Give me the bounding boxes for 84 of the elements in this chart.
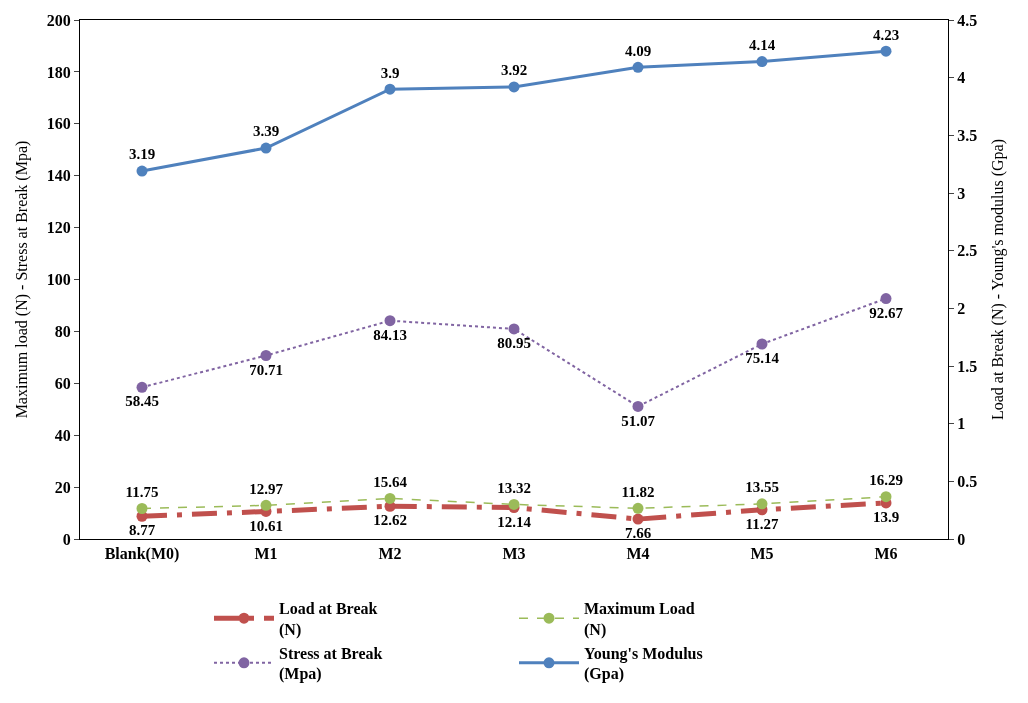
data-label: 8.77 bbox=[128, 522, 156, 539]
y-tick-label: 40 bbox=[54, 426, 71, 444]
x-tick-label: M1 bbox=[254, 545, 278, 563]
data-label: 13.32 bbox=[497, 479, 531, 496]
y2-tick-label: 3 bbox=[957, 184, 966, 202]
point bbox=[756, 338, 768, 350]
point bbox=[508, 498, 520, 510]
y-tick-label: 160 bbox=[46, 115, 71, 133]
data-label: 4.23 bbox=[872, 26, 900, 43]
data-label: 12.62 bbox=[373, 512, 407, 529]
data-label: 16.29 bbox=[869, 472, 903, 489]
y-tick-label: 180 bbox=[46, 63, 71, 81]
point bbox=[508, 323, 520, 335]
point bbox=[880, 293, 892, 305]
data-label: 80.95 bbox=[497, 335, 531, 352]
y2-tick-label: 3.5 bbox=[957, 126, 978, 144]
y-tick-label: 20 bbox=[54, 478, 71, 496]
data-label: 15.64 bbox=[373, 473, 408, 490]
data-label: 10.61 bbox=[249, 517, 283, 534]
data-label: 3.39 bbox=[252, 123, 280, 140]
y2-tick-label: 1.5 bbox=[957, 357, 978, 375]
x-tick-label: M6 bbox=[874, 545, 898, 563]
y-axis-title: Maximum load (N) - Stress at Break (Mpa) bbox=[12, 140, 31, 419]
data-label: 13.9 bbox=[872, 509, 900, 526]
point bbox=[136, 165, 148, 177]
y2-tick-label: 0 bbox=[957, 530, 966, 548]
point bbox=[384, 492, 396, 504]
legend-label: Young's Modulus (Gpa) bbox=[584, 644, 703, 684]
y2-axis-title: Load at Break (N) - Young's modulus (Gpa) bbox=[988, 138, 1007, 421]
data-label: 11.27 bbox=[745, 515, 779, 532]
data-label: 3.92 bbox=[500, 62, 528, 79]
x-tick-label: M3 bbox=[502, 545, 526, 563]
point bbox=[136, 381, 148, 393]
y-tick-label: 0 bbox=[62, 530, 71, 548]
y2-tick-label: 0.5 bbox=[957, 472, 978, 490]
data-label: 84.13 bbox=[373, 326, 407, 343]
point bbox=[136, 503, 148, 515]
data-label: 7.66 bbox=[624, 525, 652, 542]
y-tick-label: 60 bbox=[54, 374, 71, 392]
data-label: 12.14 bbox=[497, 513, 532, 530]
data-label: 11.75 bbox=[125, 483, 159, 500]
legend-label: Maximum Load (N) bbox=[584, 600, 695, 639]
data-label: 11.82 bbox=[621, 483, 655, 500]
point bbox=[880, 491, 892, 503]
data-label: 51.07 bbox=[621, 412, 656, 429]
y-tick-label: 200 bbox=[46, 11, 71, 29]
point bbox=[756, 56, 768, 68]
legend-label: Load at Break (N) bbox=[279, 600, 378, 639]
data-label: 4.09 bbox=[624, 42, 652, 59]
x-tick-label: Blank(M0) bbox=[104, 545, 180, 564]
y2-tick-label: 2 bbox=[957, 299, 966, 317]
point bbox=[632, 61, 644, 73]
x-tick-label: M2 bbox=[378, 545, 402, 563]
point bbox=[508, 81, 520, 93]
point bbox=[632, 502, 644, 514]
data-label: 70.71 bbox=[249, 361, 283, 378]
y-tick-label: 120 bbox=[46, 219, 71, 237]
y-tick-label: 140 bbox=[46, 167, 71, 185]
data-label: 75.14 bbox=[745, 350, 780, 367]
y-tick-label: 100 bbox=[46, 271, 71, 289]
legend-label: Stress at Break (Mpa) bbox=[279, 644, 383, 684]
x-tick-label: M5 bbox=[750, 545, 774, 563]
data-label: 13.55 bbox=[745, 479, 779, 496]
y-tick-label: 80 bbox=[54, 323, 71, 340]
point bbox=[384, 83, 396, 95]
y2-tick-label: 4.5 bbox=[957, 11, 978, 29]
point bbox=[880, 45, 892, 57]
data-label: 3.19 bbox=[128, 146, 156, 163]
y2-tick-label: 1 bbox=[957, 415, 966, 433]
point bbox=[260, 142, 272, 154]
y2-tick-label: 4 bbox=[957, 69, 966, 87]
data-label: 58.45 bbox=[125, 393, 159, 410]
y2-tick-label: 2.5 bbox=[957, 242, 978, 260]
point bbox=[384, 315, 396, 327]
data-label: 3.9 bbox=[380, 64, 400, 81]
point bbox=[260, 499, 272, 511]
data-label: 12.97 bbox=[249, 480, 284, 497]
x-tick-label: M4 bbox=[626, 545, 650, 563]
point bbox=[260, 350, 272, 362]
point bbox=[632, 513, 644, 525]
data-label: 92.67 bbox=[869, 304, 904, 321]
data-label: 4.14 bbox=[748, 36, 776, 53]
point bbox=[756, 498, 768, 510]
point bbox=[632, 400, 644, 412]
